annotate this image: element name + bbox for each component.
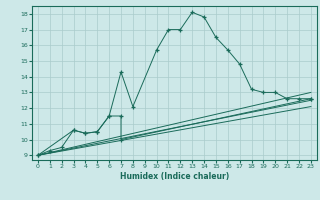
X-axis label: Humidex (Indice chaleur): Humidex (Indice chaleur) (120, 172, 229, 181)
